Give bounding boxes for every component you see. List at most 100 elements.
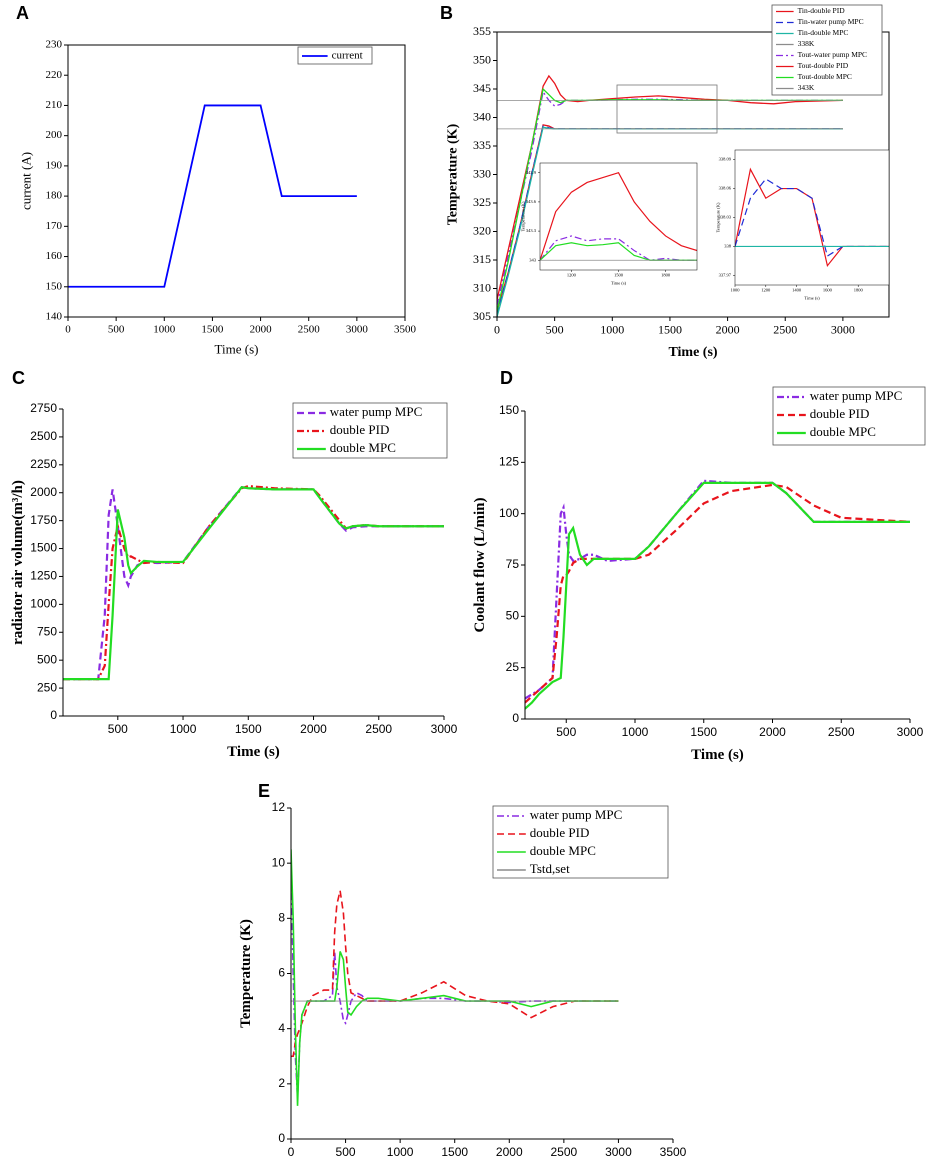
x-tick-label: 1000 [170,722,197,736]
x-axis-label: Time (s) [691,747,744,763]
x-tick-label: 1500 [235,722,262,736]
y-tick-label: 12 [272,800,286,814]
legend-label: double PID [330,422,390,437]
panel: 1200 1500 1800 343 343.3 343.6 343.9 Time (s) Te… [521,162,698,285]
y-tick-label: 250 [37,680,57,694]
y-axis-label: Temperature (K) [521,201,526,232]
y-tick-label: 1750 [30,513,57,527]
x-tick-label: 2000 [496,1145,523,1159]
legend-label: Tout-water pump MPC [798,50,867,59]
legend-label: double MPC [330,440,396,455]
panel: A 0 500 1000 1500 2000 2500 3000 3500 140 150 160 17… [16,3,417,357]
x-axis-label: Time (s) [215,341,259,356]
y-tick-label: 2500 [30,429,57,443]
x-tick-label: 1600 [823,288,833,293]
y-tick-label: 230 [46,39,63,51]
y-tick-label: 2750 [30,401,57,415]
y-axis-label: Temperature (K) [238,919,254,1028]
x-tick-label: 3000 [897,725,924,739]
panel: E0500100015002000250030003500024681012Ti… [238,781,687,1159]
legend-label: double MPC [530,843,596,858]
y-tick-label: 2 [278,1076,285,1090]
x-tick-label: 2500 [365,722,392,736]
series-line [291,863,619,1098]
y-tick-label: 100 [499,506,519,520]
y-tick-label: 75 [506,557,520,571]
x-tick-label: 3500 [394,323,417,335]
legend-label: double MPC [810,424,876,439]
y-tick-label: 310 [473,280,491,294]
y-tick-label: 337.97 [719,272,732,277]
y-axis-label: radiator air volume(m³/h) [10,480,26,645]
x-tick-label: 1500 [690,725,717,739]
series-line [540,172,697,261]
plot-frame [67,44,406,318]
y-tick-label: 750 [37,624,57,638]
legend-box [492,805,669,879]
y-tick-label: 0 [278,1131,285,1145]
y-tick-label: 338.03 [719,215,732,220]
inset-background [540,163,697,270]
legend-label: 343K [798,83,815,92]
y-tick-label: 150 [499,403,519,417]
legend-label: water pump MPC [810,388,902,403]
plot-frame [539,162,698,271]
y-tick-label: 220 [46,69,63,81]
y-tick-label: 10 [272,855,286,869]
panel: 1000 1200 1400 1600 1800 337.97 338 338.03 338.0… [716,149,890,300]
x-tick-label: 2000 [759,725,786,739]
x-tick-label: 0 [288,1145,295,1159]
y-tick-label: 343.6 [526,199,537,204]
legend-label: Tout-double PID [798,61,849,70]
y-tick-label: 0 [512,711,519,725]
x-tick-label: 3000 [346,323,369,335]
legend-label: Tin-double MPC [798,28,849,37]
panel-label: D [500,368,513,388]
y-tick-label: 200 [46,129,63,141]
panel: C 500 1000 1500 2000 2500 3000 0 250 500 750 1000 12… [10,368,457,760]
y-tick-label: 350 [473,52,491,66]
y-tick-label: 1500 [30,541,57,555]
y-tick-label: 330 [473,166,491,180]
y-tick-label: 338.06 [719,186,732,191]
y-tick-label: 305 [473,309,491,323]
panel-label: E [258,781,270,801]
x-tick-label: 1800 [661,273,671,278]
y-axis-label: Temperature (K) [446,123,461,225]
x-tick-label: 3000 [831,322,855,336]
series-line [63,485,444,681]
x-tick-label: 500 [546,322,564,336]
y-tick-label: 0 [50,708,57,722]
series-line [291,890,619,1058]
y-tick-label: 25 [506,660,520,674]
y-axis-label: current (A) [19,152,34,210]
y-tick-label: 325 [473,195,491,209]
y-tick-label: 345 [473,81,491,95]
x-tick-label: 2500 [298,323,321,335]
x-tick-label: 1000 [387,1145,414,1159]
x-tick-label: 0 [494,322,500,336]
x-tick-label: 3000 [431,722,458,736]
panel-label: A [16,3,29,23]
x-tick-label: 1500 [201,323,224,335]
series-line [63,485,444,681]
x-tick-label: 0 [65,323,71,335]
zoom-box [616,84,718,134]
legend-label: Tout-double MPC [798,72,852,81]
x-tick-label: 1500 [441,1145,468,1159]
y-tick-label: 180 [46,190,63,202]
x-tick-label: 3500 [660,1145,687,1159]
x-tick-label: 1400 [792,288,802,293]
x-tick-label: 2500 [773,322,797,336]
x-tick-label: 500 [108,722,128,736]
panel-label: B [440,3,453,23]
x-tick-label: 1200 [567,273,577,278]
series-line [68,104,357,288]
x-tick-label: 1000 [622,725,649,739]
y-tick-label: 338 [724,243,732,248]
x-axis-label: Time (s) [668,345,717,360]
legend-label: double PID [530,825,590,840]
y-tick-label: 170 [46,220,63,232]
y-tick-label: 1000 [30,597,57,611]
